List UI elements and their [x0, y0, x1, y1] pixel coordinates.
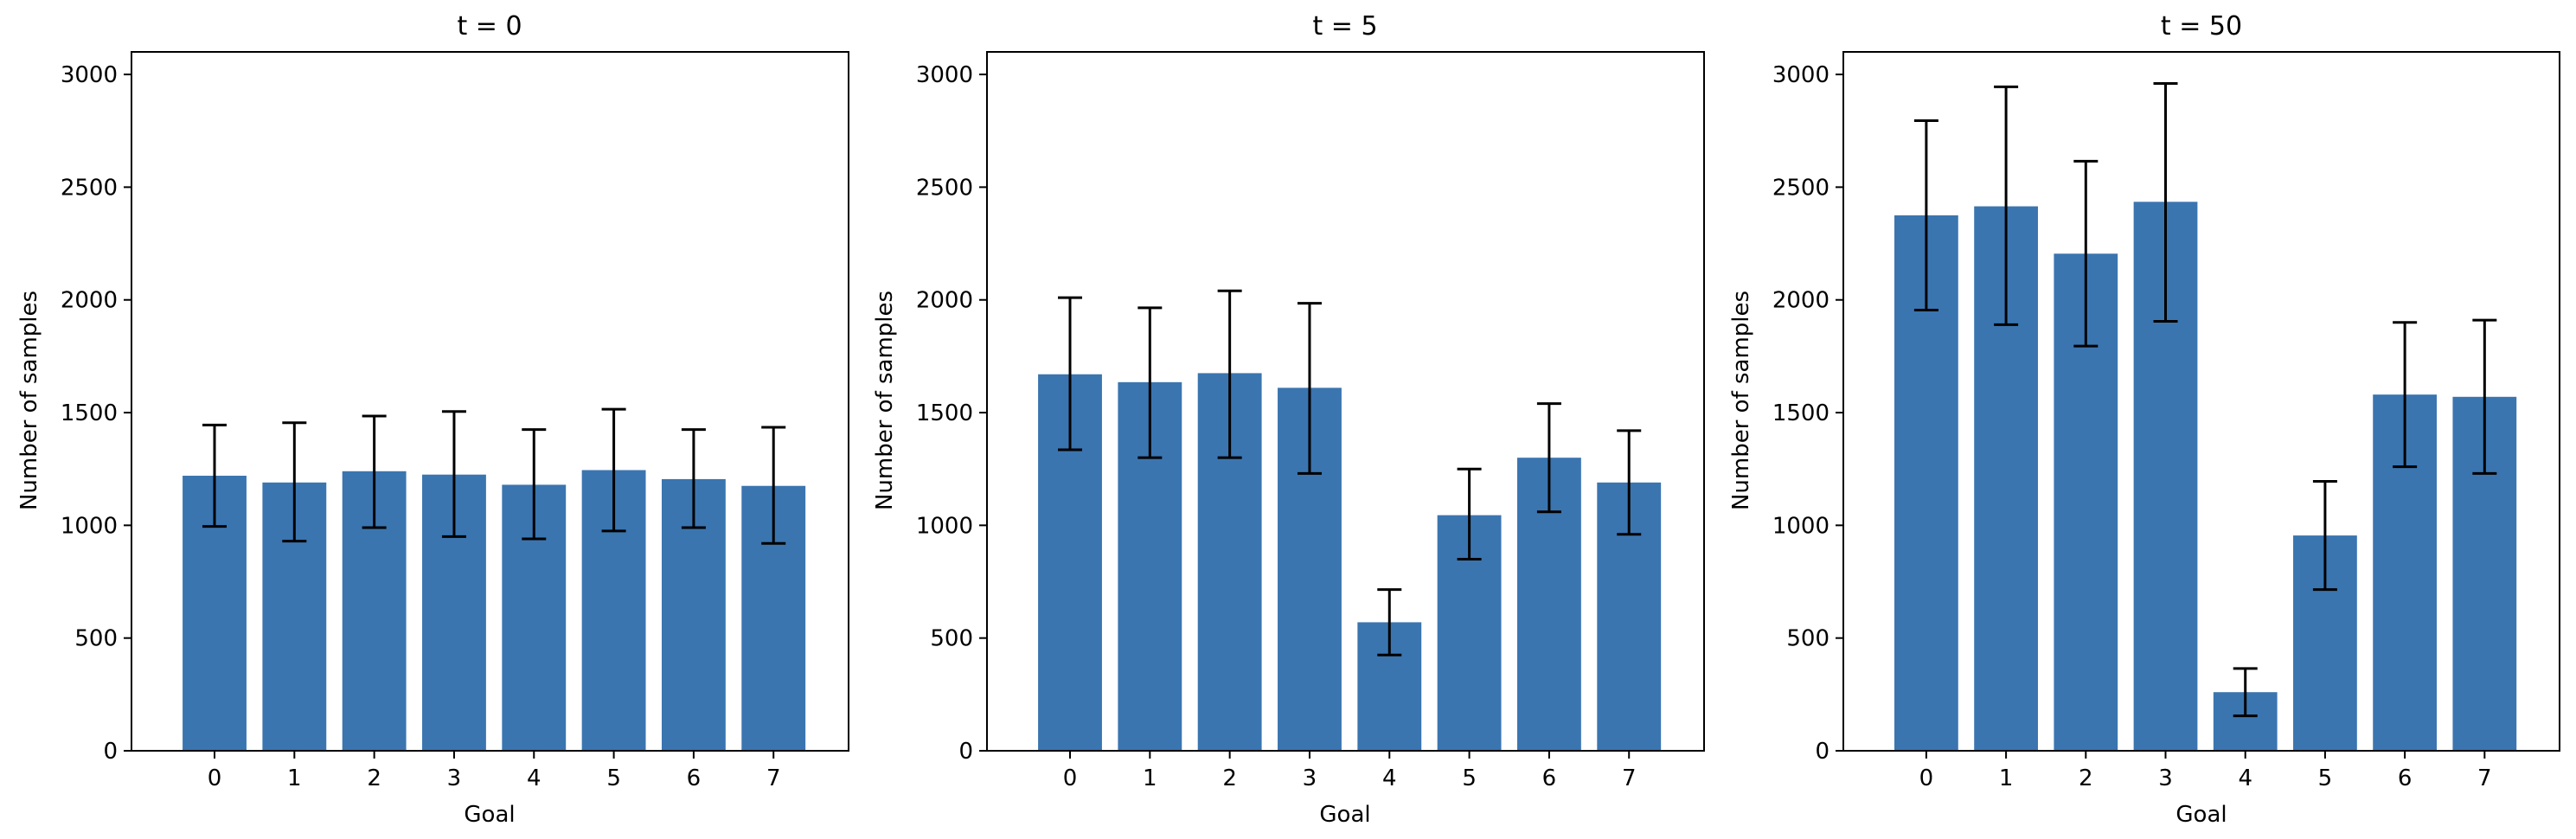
error-bar	[1297, 302, 1322, 475]
y-tick-label: 2000	[61, 288, 118, 314]
y-tick-label: 0	[103, 739, 118, 765]
y-tick-label: 0	[958, 739, 973, 765]
error-bar	[1377, 588, 1402, 656]
y-tick-label: 1500	[61, 400, 118, 426]
y-tick-label: 2000	[1772, 288, 1829, 314]
subplot-t50: t = 50 Goal Number of samples 0500100015…	[1728, 11, 2560, 828]
y-axis-label: Number of samples	[872, 291, 898, 510]
x-tick-label: 2	[1222, 765, 1237, 791]
x-tick-label: 3	[447, 765, 462, 791]
x-tick-label: 0	[1919, 765, 1934, 791]
x-tick-label: 4	[2238, 765, 2252, 791]
error-bar	[1994, 85, 2019, 326]
error-bar	[1913, 118, 1938, 311]
error-bar	[2233, 667, 2258, 718]
x-tick-label: 5	[2318, 765, 2333, 791]
subplot-title: t = 0	[457, 11, 522, 42]
error-bar	[2472, 318, 2497, 475]
x-tick-label: 1	[1143, 765, 1157, 791]
x-axis-label: Goal	[464, 802, 515, 828]
subplot-title: t = 50	[2161, 11, 2242, 42]
error-bar	[362, 414, 387, 529]
error-bar	[1617, 429, 1642, 536]
y-tick-label: 1000	[916, 513, 973, 539]
error-bar	[441, 410, 466, 538]
y-tick-label: 2000	[916, 288, 973, 314]
x-tick-label: 0	[208, 765, 222, 791]
y-tick-label: 3000	[1772, 62, 1829, 88]
error-bar	[522, 428, 547, 541]
error-bar	[282, 421, 307, 543]
x-tick-label: 7	[2477, 765, 2492, 791]
x-tick-label: 1	[287, 765, 302, 791]
x-tick-label: 2	[367, 765, 381, 791]
subplot-t0: t = 0 Goal Number of samples 05001000150…	[16, 11, 849, 828]
error-bar	[2153, 81, 2178, 323]
x-tick-label: 2	[2079, 765, 2093, 791]
y-tick-label: 2500	[61, 175, 118, 201]
axes-frame	[131, 51, 849, 752]
x-tick-label: 6	[1542, 765, 1557, 791]
plot-area: 0 500 1000 1500 2000 2500 3000 0 1 2 3 4 5 6 7	[1772, 51, 2560, 791]
y-tick-label: 3000	[916, 62, 973, 88]
y-tick-label: 0	[1815, 739, 1829, 765]
x-axis-label: Goal	[1319, 802, 1370, 828]
x-tick-label: 7	[766, 765, 781, 791]
x-tick-label: 5	[1462, 765, 1477, 791]
y-tick-label: 500	[930, 626, 973, 652]
x-tick-label: 7	[1622, 765, 1637, 791]
x-axis-label: Goal	[2176, 802, 2227, 828]
x-tick-label: 3	[1303, 765, 1317, 791]
error-bar	[2073, 159, 2099, 348]
error-bar	[1457, 467, 1482, 560]
subplot-title: t = 5	[1312, 11, 1377, 42]
error-bar	[202, 423, 227, 528]
error-bar	[681, 428, 706, 529]
error-bar	[1137, 306, 1163, 459]
x-tick-label: 3	[2158, 765, 2173, 791]
plot-area: 0 500 1000 1500 2000 2500 3000 0 1 2 3 4 5 6 7	[61, 51, 849, 791]
y-tick-label: 1000	[61, 513, 118, 539]
x-tick-label: 4	[1382, 765, 1397, 791]
x-tick-label: 4	[527, 765, 541, 791]
y-axis-label: Number of samples	[1728, 291, 1754, 510]
y-tick-label: 500	[74, 626, 118, 652]
error-bar	[2312, 480, 2337, 592]
error-bar	[601, 407, 626, 533]
y-tick-label: 2500	[916, 175, 973, 201]
error-bar	[1536, 402, 1561, 514]
axes-frame	[1842, 51, 2560, 752]
error-bar	[1058, 296, 1083, 452]
x-tick-label: 1	[1999, 765, 2014, 791]
y-tick-label: 1000	[1772, 513, 1829, 539]
x-tick-label: 6	[687, 765, 702, 791]
x-tick-label: 0	[1063, 765, 1078, 791]
y-tick-label: 1500	[1772, 400, 1829, 426]
y-tick-label: 1500	[916, 400, 973, 426]
error-bar	[2393, 321, 2418, 469]
y-tick-label: 500	[1786, 626, 1829, 652]
plot-area: 0 500 1000 1500 2000 2500 3000 0 1 2 3 4 5 6 7	[916, 51, 1705, 791]
x-tick-label: 6	[2398, 765, 2413, 791]
y-axis-label: Number of samples	[16, 291, 42, 510]
x-tick-label: 5	[606, 765, 621, 791]
error-bar	[1217, 289, 1242, 459]
subplot-t5: t = 5 Goal Number of samples 05001000150…	[872, 11, 1705, 828]
error-bar	[761, 426, 786, 545]
axes-frame	[986, 51, 1705, 752]
y-tick-label: 2500	[1772, 175, 1829, 201]
y-tick-label: 3000	[61, 62, 118, 88]
